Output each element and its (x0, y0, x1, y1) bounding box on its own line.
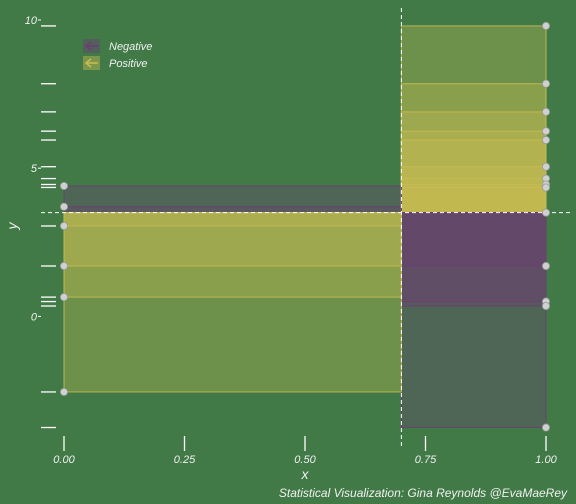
point-x0-4 (60, 294, 67, 301)
point-x1-9 (542, 209, 549, 216)
point-x0-5 (60, 388, 67, 395)
chart-caption: Statistical Visualization: Gina Reynolds… (279, 486, 568, 500)
x-tick-label-4: 1.00 (535, 454, 557, 466)
y-tick-label-2: 10 (25, 15, 38, 27)
point-x1-2 (542, 108, 549, 115)
point-x1-13 (542, 424, 549, 431)
y-tick-label-1: 5 (31, 163, 38, 175)
point-x1-0 (542, 22, 549, 29)
x-tick-label-3: 0.75 (415, 454, 437, 466)
point-x1-5 (542, 163, 549, 170)
point-x0-2 (60, 222, 67, 229)
point-x0-1 (60, 203, 67, 210)
x-tick-label-2: 0.50 (294, 454, 316, 466)
legend-label-negative: Negative (109, 41, 152, 53)
x-tick-label-1: 0.25 (174, 454, 196, 466)
deviation-rect-positive-8 (401, 187, 546, 212)
deviation-rect-negative-12 (401, 213, 546, 428)
point-x1-3 (542, 128, 549, 135)
point-x1-10 (542, 262, 549, 269)
deviation-rect-positive-18 (64, 213, 401, 392)
deviation-rect-negative-14 (64, 207, 401, 213)
point-x1-12 (542, 302, 549, 309)
y-axis-title: y (4, 222, 20, 231)
point-x1-8 (542, 184, 549, 191)
point-x0-3 (60, 262, 67, 269)
point-x1-1 (542, 80, 549, 87)
x-axis-title: x (301, 466, 310, 482)
point-x0-0 (60, 182, 67, 189)
y-tick-label-0: 0 (31, 311, 38, 323)
x-tick-label-0: 0.00 (53, 454, 75, 466)
legend-label-positive: Positive (109, 58, 148, 70)
point-x1-4 (542, 136, 549, 143)
